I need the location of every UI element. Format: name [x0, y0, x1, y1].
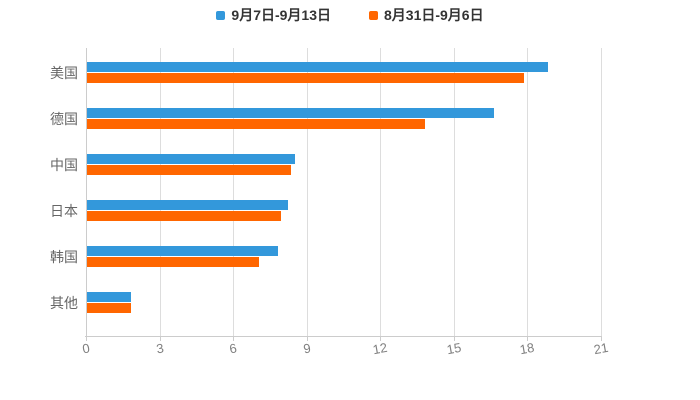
y-axis-label-日本: 日本 — [50, 202, 78, 219]
gridline-x-12 — [380, 48, 381, 336]
x-tick-mark-6 — [233, 336, 234, 341]
bar-中国-series1[interactable] — [87, 153, 295, 164]
plot-area — [86, 48, 602, 336]
x-axis-line — [85, 336, 602, 337]
x-tick-label-3: 3 — [155, 340, 165, 357]
gridline-x-21 — [601, 48, 602, 336]
x-tick-mark-0 — [86, 336, 87, 341]
x-tick-mark-18 — [527, 336, 528, 341]
gridline-x-6 — [233, 48, 234, 336]
x-tick-mark-9 — [307, 336, 308, 341]
bar-其他-series2[interactable] — [87, 302, 131, 313]
x-tick-label-18: 18 — [518, 339, 536, 358]
x-tick-mark-21 — [601, 336, 602, 341]
x-tick-mark-12 — [380, 336, 381, 341]
bar-韩国-series1[interactable] — [87, 245, 278, 256]
x-tick-label-6: 6 — [228, 340, 238, 357]
gridline-x-15 — [454, 48, 455, 336]
legend: 9月7日-9月13日 8月31日-9月6日 — [0, 4, 700, 26]
legend-item-series1[interactable]: 9月7日-9月13日 — [216, 8, 331, 22]
legend-item-series2[interactable]: 8月31日-9月6日 — [369, 8, 484, 22]
gridline-x-0 — [86, 48, 87, 336]
bar-美国-series1[interactable] — [87, 61, 548, 72]
legend-label-series1: 9月7日-9月13日 — [231, 7, 331, 23]
bar-德国-series2[interactable] — [87, 118, 425, 129]
bar-日本-series1[interactable] — [87, 199, 288, 210]
bar-韩国-series2[interactable] — [87, 256, 259, 267]
legend-swatch-orange — [369, 10, 378, 20]
bar-其他-series1[interactable] — [87, 291, 131, 302]
x-tick-label-12: 12 — [371, 339, 389, 358]
x-tick-mark-3 — [160, 336, 161, 341]
gridline-x-9 — [307, 48, 308, 336]
bar-中国-series2[interactable] — [87, 164, 291, 175]
x-tick-mark-15 — [454, 336, 455, 341]
x-tick-label-9: 9 — [302, 340, 312, 357]
y-axis-label-中国: 中国 — [50, 156, 78, 173]
x-tick-label-0: 0 — [81, 340, 91, 357]
y-axis-label-德国: 德国 — [50, 110, 78, 127]
y-axis-label-韩国: 韩国 — [50, 248, 78, 265]
legend-swatch-blue — [216, 10, 226, 20]
bar-日本-series2[interactable] — [87, 210, 281, 221]
x-tick-label-15: 15 — [445, 339, 463, 358]
legend-label-series2: 8月31日-9月6日 — [384, 7, 484, 23]
x-tick-label-21: 21 — [592, 339, 610, 358]
y-axis-label-其他: 其他 — [50, 294, 78, 311]
bar-德国-series1[interactable] — [87, 107, 494, 118]
gridline-x-3 — [160, 48, 161, 336]
gridline-x-18 — [527, 48, 528, 336]
y-axis-label-美国: 美国 — [50, 64, 78, 81]
bar-美国-series2[interactable] — [87, 72, 524, 83]
